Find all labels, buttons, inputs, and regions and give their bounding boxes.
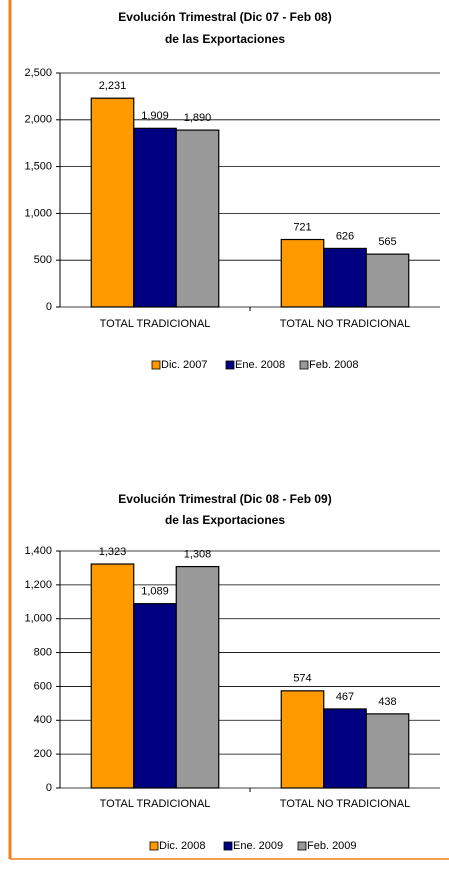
data-label: 574 <box>293 673 311 685</box>
legend-label: Dic. 2008 <box>159 840 205 852</box>
legend-label: Feb. 2009 <box>307 840 357 852</box>
chart-title: Evolución Trimestral (Dic 08 - Feb 09) <box>118 492 331 506</box>
chart-subtitle: de las Exportaciones <box>165 513 285 527</box>
y-tick-label: 600 <box>34 680 52 692</box>
data-label: 721 <box>293 221 311 233</box>
data-label: 1,890 <box>184 112 212 124</box>
y-tick-label: 1,000 <box>24 613 52 625</box>
data-label: 1,323 <box>99 546 127 558</box>
legend-swatch <box>299 360 309 370</box>
data-label: 565 <box>378 236 396 248</box>
legend-swatch <box>151 360 161 370</box>
chart-subtitle: de las Exportaciones <box>165 32 285 46</box>
bar <box>175 129 220 308</box>
bar <box>323 708 367 789</box>
legend-swatch <box>149 841 159 851</box>
y-tick-label: 0 <box>46 301 52 313</box>
chart-title: Evolución Trimestral (Dic 07 - Feb 08) <box>118 10 331 24</box>
bar <box>90 97 135 308</box>
y-tick-label: 1,000 <box>24 207 52 219</box>
data-label: 438 <box>378 696 396 708</box>
data-label: 467 <box>336 691 354 703</box>
data-label: 2,231 <box>99 80 127 92</box>
bar <box>365 713 410 789</box>
x-tick-label: TOTAL NO TRADICIONAL <box>280 318 410 330</box>
data-label: 1,089 <box>141 586 169 598</box>
data-label: 1,308 <box>184 548 212 560</box>
y-tick-label: 0 <box>46 782 52 794</box>
legend-swatch <box>223 841 233 851</box>
y-tick-label: 200 <box>34 748 52 760</box>
legend-label: Feb. 2008 <box>309 359 359 371</box>
bar <box>133 603 177 789</box>
x-tick-label: TOTAL NO TRADICIONAL <box>280 798 410 810</box>
y-tick-label: 500 <box>34 254 52 266</box>
legend-swatch <box>225 360 235 370</box>
data-label: 626 <box>336 230 354 242</box>
y-tick-label: 1,200 <box>24 579 52 591</box>
bar <box>280 690 325 789</box>
y-tick-label: 2,500 <box>24 67 52 79</box>
bar <box>280 238 325 308</box>
bar <box>90 563 135 789</box>
y-tick-label: 2,000 <box>24 114 52 126</box>
y-tick-label: 800 <box>34 646 52 658</box>
bar <box>133 127 177 308</box>
bar <box>323 247 367 308</box>
bar <box>175 565 220 789</box>
legend-label: Ene. 2008 <box>235 359 285 371</box>
y-tick-label: 1,400 <box>24 545 52 557</box>
legend-label: Ene. 2009 <box>233 840 283 852</box>
data-label: 1,909 <box>141 110 169 122</box>
bar <box>365 253 410 308</box>
legend-swatch <box>297 841 307 851</box>
x-tick-label: TOTAL TRADICIONAL <box>100 318 211 330</box>
legend-label: Dic. 2007 <box>161 359 207 371</box>
y-tick-label: 400 <box>34 714 52 726</box>
y-tick-label: 1,500 <box>24 161 52 173</box>
x-tick-label: TOTAL TRADICIONAL <box>100 798 211 810</box>
